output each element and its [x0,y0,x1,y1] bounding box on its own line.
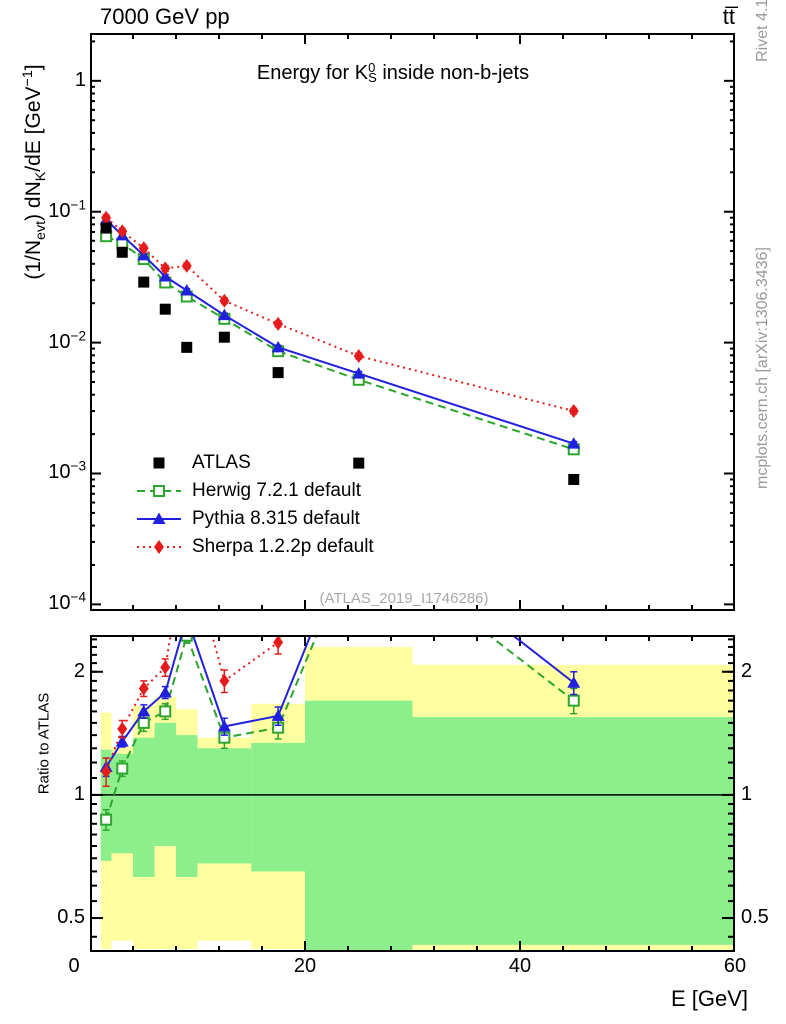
rivet-note-wrap: Rivet 4.1.0, ≥ 100k events [613,0,786,62]
tick-label: 10−1 [48,197,86,222]
uncertainty-band-inner [197,748,252,864]
legend: ATLAS Herwig 7.2.1 default Pythia 8.315 de… [136,449,374,561]
series-herwig-main [100,230,580,456]
ratio-plot-canvas [90,635,735,952]
legend-item-herwig: Herwig 7.2.1 default [136,477,374,505]
mcplots-note-wrap: mcplots.cern.ch [arXiv:1306.3436] [613,247,786,489]
main-plot-canvas [90,33,735,611]
triangle-legend-marker [137,512,181,524]
uncertainty-band-inner [305,700,413,952]
tick-label: 10−2 [48,327,86,353]
tick-label: 0.5 [57,906,85,929]
tick-label: 40 [508,955,532,977]
tick-label: 0.5 [741,906,769,929]
legend-label: Pythia 8.315 default [192,508,360,529]
uncertainty-band-inner [154,722,176,847]
square-legend-marker [153,457,165,469]
uncertainty-band-inner [176,735,198,877]
legend-item-sherpa: Sherpa 1.2.2p default [136,533,374,561]
series-pythia-main [99,213,581,449]
uncertainty-band-inner [100,749,112,861]
open-square-legend-marker [137,485,181,497]
tick-label: 2 [741,659,753,682]
legend-item-pythia: Pythia 8.315 default [136,505,374,533]
tick-label: 1 [741,782,753,805]
main-y-axis-title: (1/Nevt) dNK/dE [GeV−1] [20,64,50,280]
uncertainty-band-inner [111,753,133,854]
ratio-y-axis-title-wrap: Ratio to ATLAS [0,693,124,794]
uncertainty-band-inner [251,742,305,872]
series-sherpa-ratio [101,635,284,787]
ratio-y-axis-title: Ratio to ATLAS [35,692,53,795]
uncertainty-band-inner [412,717,735,945]
legend-label: Sherpa 1.2.2p default [192,536,374,557]
legend-label: Herwig 7.2.1 default [192,480,361,501]
collision-energy-label: 7000 GeV pp [100,4,230,29]
main-y-axis-title-wrap: (1/Nevt) dNK/dE [GeV−1] [0,64,184,279]
legend-item-atlas: ATLAS [136,449,374,477]
rivet-version-note: Rivet 4.1.0, ≥ 100k events [754,0,772,177]
legend-label: ATLAS [192,452,251,473]
tick-label: 60 [723,955,747,977]
tick-label: 0 [68,955,80,977]
tick-label: 10−3 [48,458,86,484]
uncertainty-band-inner [133,737,155,877]
mcplots-reference-note: mcplots.cern.ch [arXiv:1306.3436] [754,247,771,489]
process-label: tt̅ [722,4,735,29]
diamond-legend-marker [137,540,181,554]
x-axis-title: E [GeV] [670,986,748,1011]
tick-label: 20 [293,955,317,977]
series-atlas-main [100,222,580,485]
series-sherpa-main [101,210,579,419]
analysis-id-watermark: (ATLAS_2019_I1746286) [319,590,489,607]
